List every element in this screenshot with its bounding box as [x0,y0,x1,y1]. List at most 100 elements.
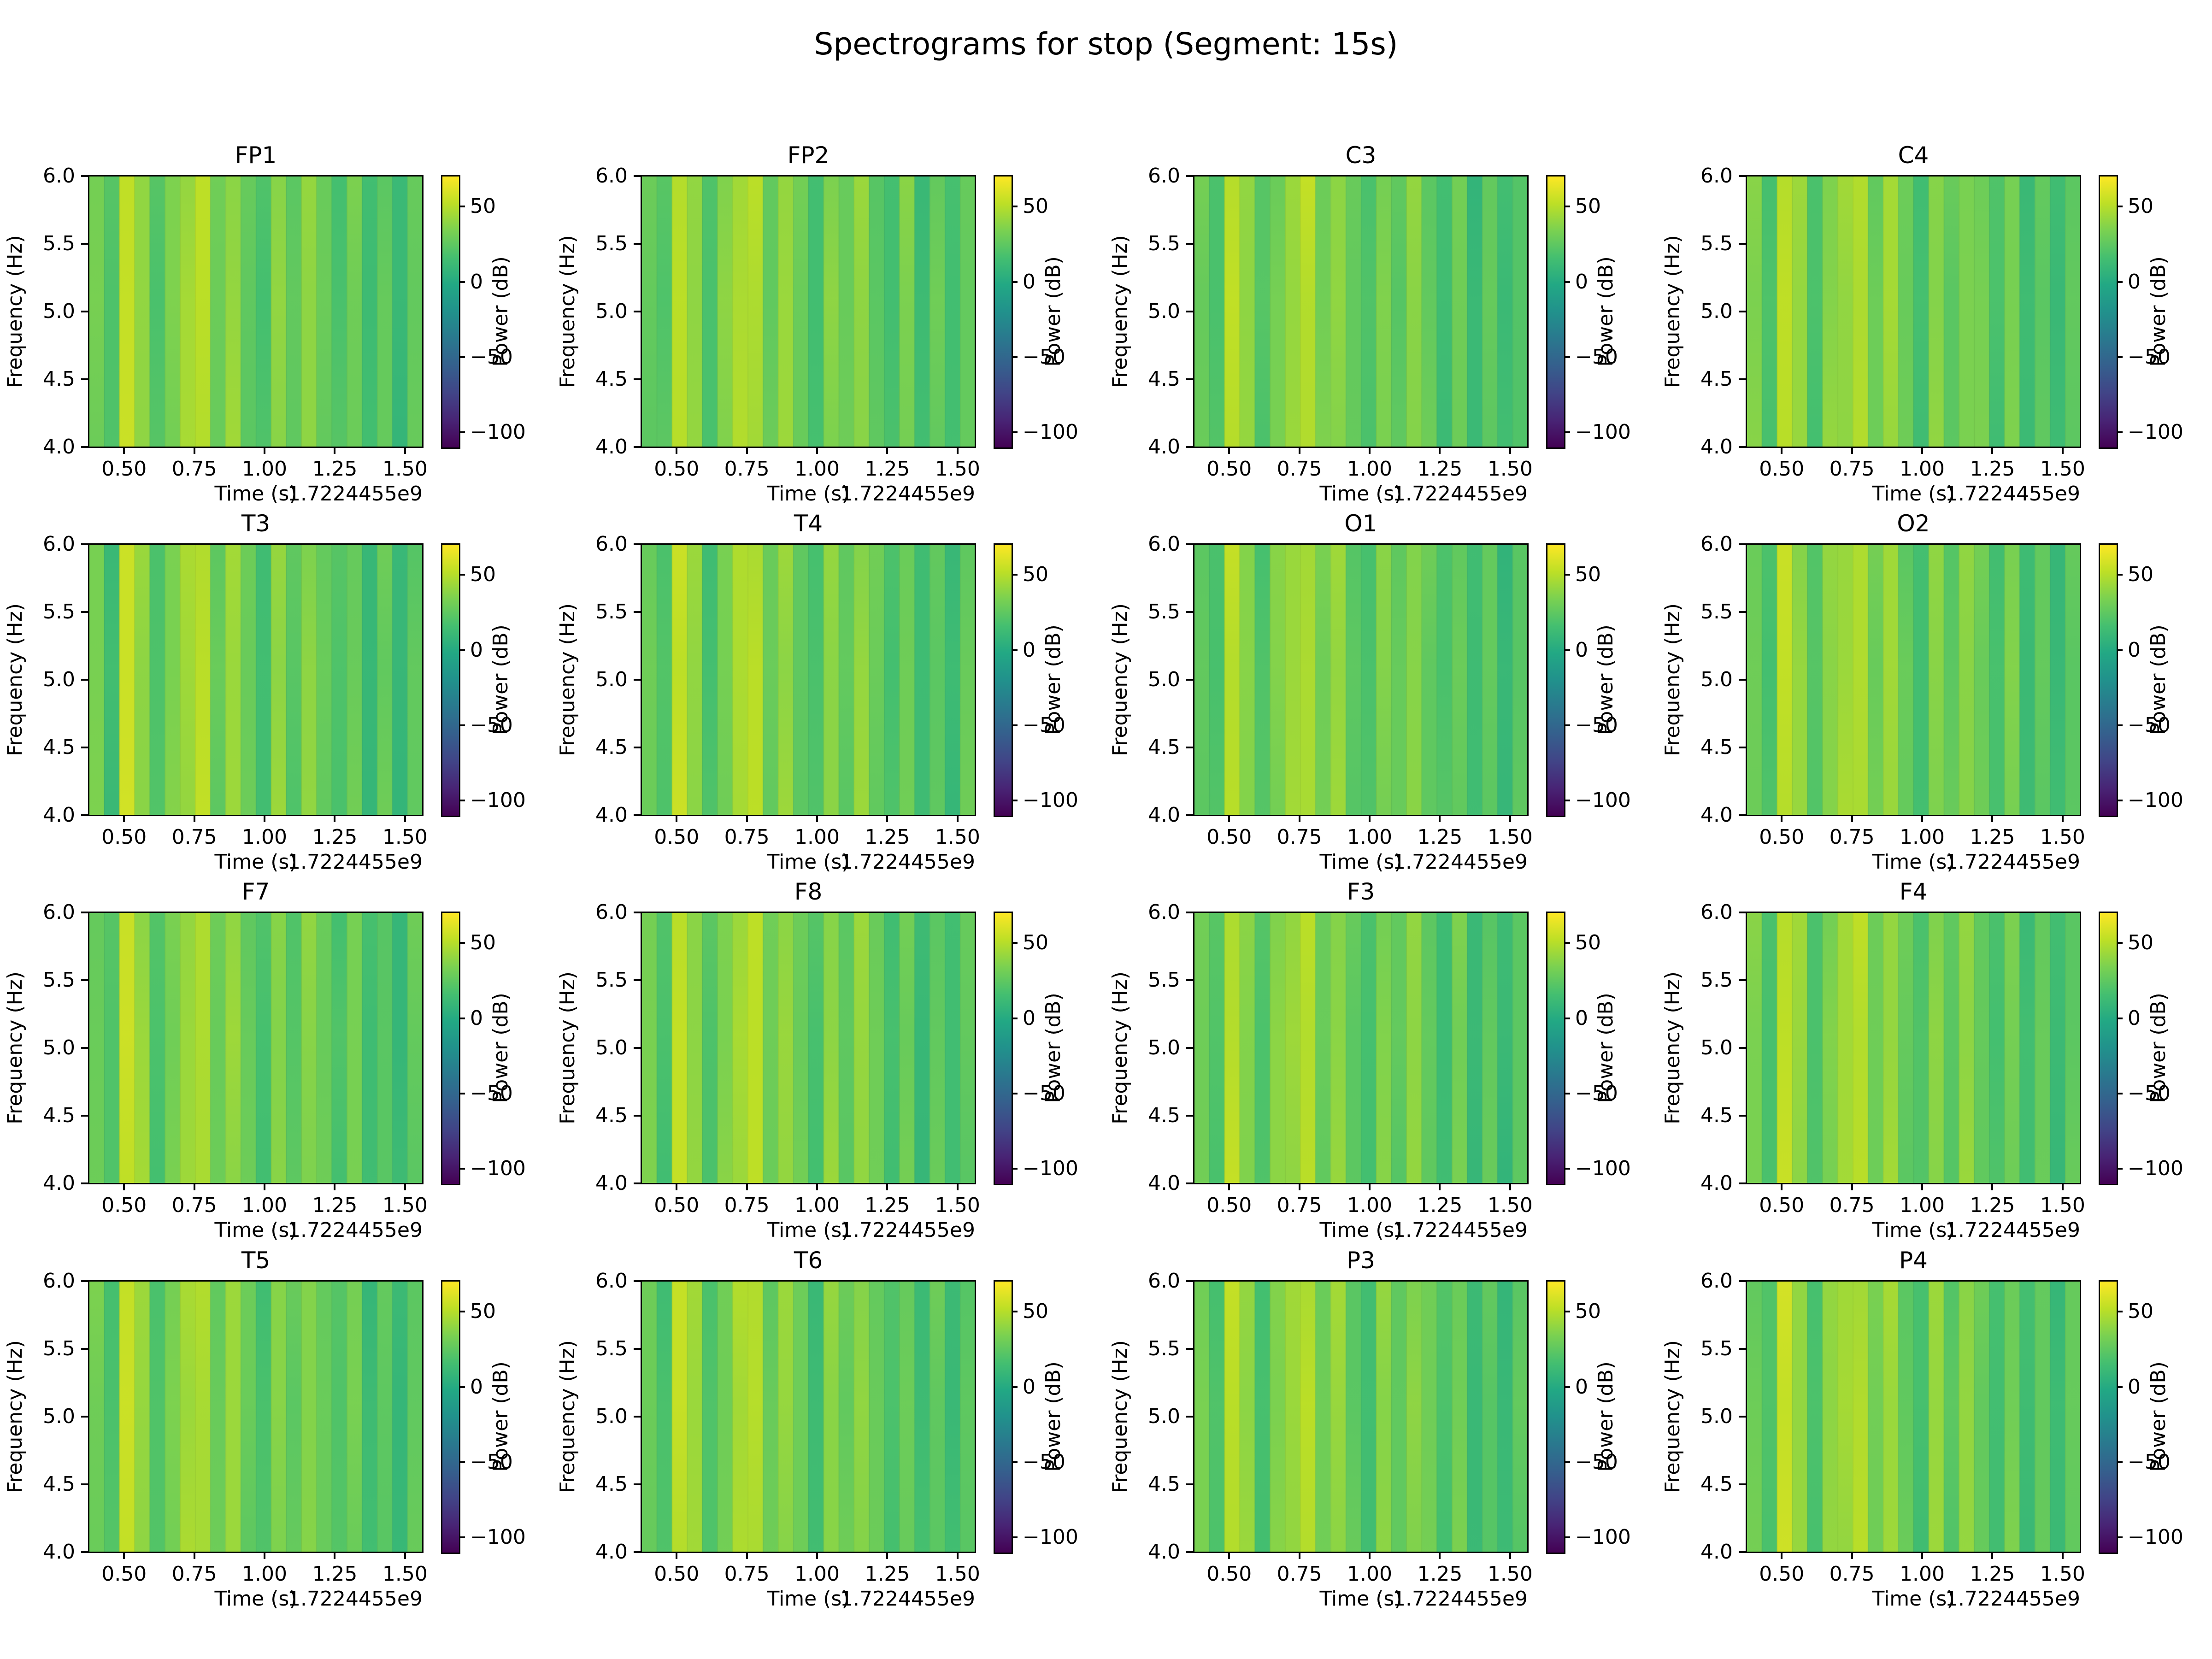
colorbar: 50 0 −50 −100 [441,543,526,817]
y-tick-label: 5.0 [1148,1036,1180,1059]
colorbar: 50 0 −50 −100 [994,912,1078,1185]
colorbar-tick-mark [2117,1017,2123,1019]
x-tick-label: 0.50 [1759,825,1805,849]
y-tick-label: 5.0 [595,300,628,323]
x-tick-mark [1781,1552,1783,1559]
y-tick-label: 6.0 [43,532,75,556]
x-tick-label: 1.50 [382,1194,428,1217]
x-tick-label: 0.50 [654,1194,700,1217]
colorbar-tick-label: −100 [1575,788,1631,812]
colorbar-tick-mark [1564,649,1570,651]
colorbar-tick-label: 0 [470,1375,483,1399]
x-tick-mark [676,815,678,822]
y-tick-mark [81,1047,88,1049]
y-tick-label: 6.0 [595,1269,628,1293]
x-tick-mark [676,447,678,454]
y-tick-mark [1186,243,1193,245]
x-tick-mark [1509,1183,1511,1190]
x-axis-offset-text: 1.7224455e9 [1945,1587,2080,1611]
y-tick-label: 4.0 [43,435,75,459]
colorbar-tick-label: −100 [470,1157,526,1181]
y-tick-label: 5.5 [1700,1337,1733,1360]
x-tick-mark [956,1183,959,1190]
x-tick-label: 1.00 [1900,1194,1945,1217]
x-axis-offset-text: 1.7224455e9 [840,850,975,874]
colorbar-tick-label: 50 [1575,1300,1601,1324]
x-tick-label: 0.50 [1759,1194,1805,1217]
x-tick-mark [1228,1552,1230,1559]
x-tick-mark [1921,1552,1924,1559]
colorbar-tick-mark [459,724,465,727]
colorbar-tick-label: −100 [1023,420,1078,444]
x-tick-label: 1.00 [242,825,288,849]
x-tick-label: 1.00 [1900,457,1945,481]
x-tick-mark [1509,447,1511,454]
y-tick-mark [634,175,641,177]
colorbar-tick-label: −100 [1023,1157,1078,1181]
y-tick-label: 5.0 [1148,1405,1180,1428]
y-tick-mark [1186,543,1193,545]
x-tick-mark [264,447,266,454]
x-tick-label: 0.75 [171,825,217,849]
x-tick-label: 0.75 [724,1194,770,1217]
x-tick-label: 1.00 [242,1194,288,1217]
colorbar-tick-mark [459,1017,465,1019]
y-tick-label: 5.0 [43,1405,75,1428]
subplot-p3: P3 Frequency (Hz) Time (s) 1.7224455e9 5… [1108,1249,1631,1610]
y-tick-mark [634,1280,641,1282]
colorbar-tick-label: −100 [1575,1525,1631,1549]
colorbar-label: Power (dB) [1041,624,1065,735]
x-axis-offset-text: 1.7224455e9 [840,482,975,506]
y-tick-mark [634,311,641,312]
x-tick-label: 1.50 [935,457,980,481]
colorbar-tick-label: 0 [1023,270,1035,294]
colorbar-tick-mark [2117,1311,2123,1313]
colorbar-label: Power (dB) [2147,256,2170,367]
colorbar-tick-mark [1012,281,1018,283]
x-tick-mark [1439,1183,1441,1190]
x-tick-label: 1.00 [1900,825,1945,849]
y-tick-label: 5.5 [595,1337,628,1360]
x-tick-mark [193,815,195,822]
colorbar-tick-label: −50 [470,1082,513,1106]
colorbar-tick-mark [1012,649,1018,651]
colorbar-tick-mark [2117,649,2123,651]
subplot-c3: C3 Frequency (Hz) Time (s) 1.7224455e9 5… [1108,144,1631,505]
x-tick-mark [886,1552,888,1559]
x-tick-mark [1369,815,1371,822]
y-tick-label: 5.5 [43,232,75,255]
y-tick-mark [1739,175,1746,177]
y-tick-label: 6.0 [1148,1269,1180,1293]
spectrogram-heatmap [1747,912,2080,1183]
x-tick-mark [193,1183,195,1190]
x-tick-mark [334,1183,336,1190]
y-tick-label: 5.5 [1700,968,1733,992]
figure-title: Spectrograms for stop (Segment: 15s) [814,26,1398,62]
subplot-f7: F7 Frequency (Hz) Time (s) 1.7224455e9 5… [3,880,526,1241]
x-tick-mark [1509,815,1511,822]
spectrogram-heatmap [89,544,423,815]
x-tick-mark [1921,1183,1924,1190]
spectrogram-heatmap [1747,1281,2080,1552]
x-tick-mark [123,447,125,454]
colorbar-tick-label: 0 [1575,1006,1588,1030]
subplot-t6: T6 Frequency (Hz) Time (s) 1.7224455e9 5… [556,1249,1078,1610]
colorbar-tick-label: 0 [1023,638,1035,662]
colorbar-tick-mark [2117,281,2123,283]
colorbar: 50 0 −50 −100 [2099,543,2183,817]
colorbar-label: Power (dB) [1041,993,1065,1103]
subplot-o2: O2 Frequency (Hz) Time (s) 1.7224455e9 5… [1661,512,2183,873]
y-tick-label: 6.0 [1148,900,1180,924]
colorbar-tick-mark [1012,942,1018,944]
x-tick-label: 0.50 [1206,457,1252,481]
y-tick-mark [634,912,641,913]
subplot-title: T6 [794,1247,823,1274]
x-tick-mark [676,1552,678,1559]
y-tick-mark [634,1182,641,1184]
y-tick-mark [81,243,88,245]
x-tick-label: 1.00 [794,1194,840,1217]
y-tick-label: 4.5 [1148,367,1180,391]
y-tick-mark [634,979,641,981]
x-axis-offset-text: 1.7224455e9 [1392,482,1528,506]
subplot-f3: F3 Frequency (Hz) Time (s) 1.7224455e9 5… [1108,880,1631,1241]
